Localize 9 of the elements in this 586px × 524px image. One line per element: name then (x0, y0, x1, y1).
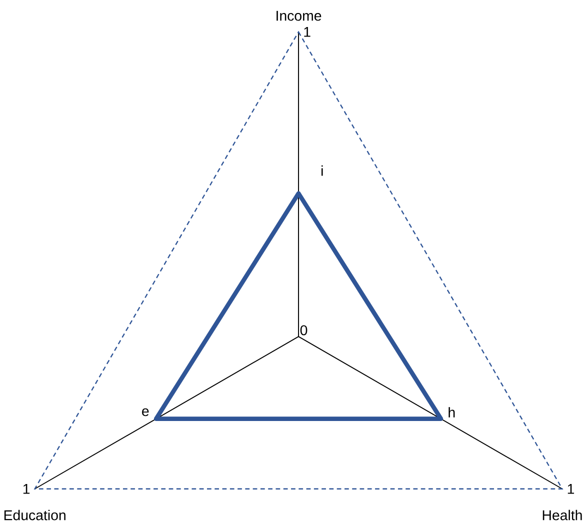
spoke-label: Income (276, 11, 322, 22)
text: e (142, 408, 149, 416)
text: 1 (23, 484, 30, 494)
text: i (322, 166, 323, 176)
spoke-label: Health (542, 510, 582, 520)
text: 1 (568, 484, 574, 494)
spoke-label: Education (4, 510, 66, 520)
y-tick-label: 0 (300, 325, 308, 336)
text: h (448, 407, 455, 418)
